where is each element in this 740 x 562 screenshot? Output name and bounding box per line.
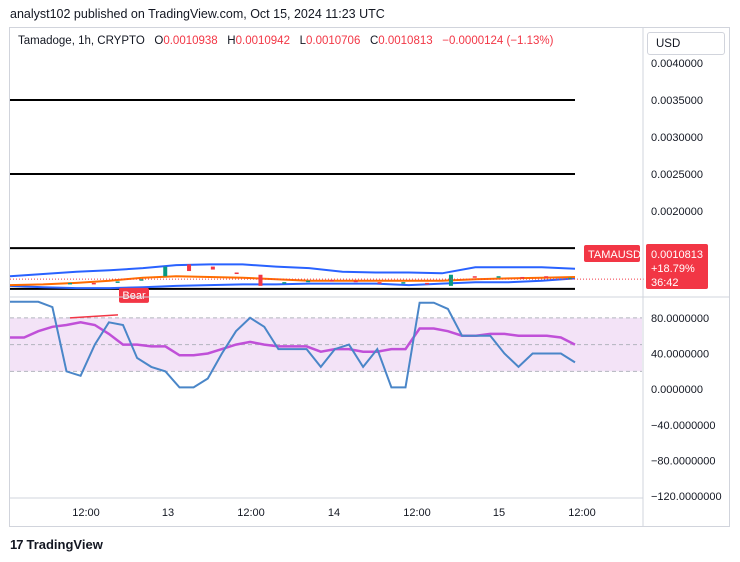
stochastic-tick-label: −80.0000000: [651, 456, 716, 468]
candle: [353, 280, 358, 283]
time-tick-label: 12:00: [237, 507, 265, 519]
price-panel: [9, 98, 645, 290]
candle: [448, 274, 453, 286]
stochastic-panel: Bear: [10, 287, 642, 389]
chart-frame: [9, 27, 730, 527]
candle: [68, 282, 72, 285]
open-label: O: [154, 35, 164, 47]
candle: [377, 282, 382, 284]
price-tick-label: 0.0035000: [651, 95, 703, 107]
low-label: L: [299, 35, 306, 47]
price-tick-label: 0.0020000: [651, 206, 703, 218]
candle: [496, 276, 501, 278]
stochastic-tick-label: 80.0000000: [651, 313, 709, 325]
candle: [210, 266, 215, 270]
bear-label-bg: [119, 287, 149, 303]
candle: [401, 282, 406, 284]
bollinger-basis-line: [9, 275, 576, 287]
price-badge: TAMAUSD 0.0010813 +18.79% 36:42: [584, 244, 708, 289]
stochastic-tick-label: −120.0000000: [651, 491, 722, 503]
candle: [187, 264, 192, 272]
price-tick-label: 0.0040000: [651, 58, 703, 70]
candle: [258, 274, 263, 286]
candle: [163, 266, 168, 277]
candle: [472, 276, 477, 278]
time-tick-label: 12:00: [72, 507, 100, 519]
ohlc-legend: Tamadoge, 1h, CRYPTO O0.0010938 H0.00109…: [18, 35, 554, 47]
candle: [282, 282, 287, 284]
axes-layer: 0.0040000 0.0035000 0.0030000 0.0025000 0.00…: [9, 28, 730, 526]
currency-button[interactable]: USD: [647, 32, 725, 55]
candle: [425, 282, 430, 285]
tradingview-brand-label: TradingView: [26, 537, 103, 552]
price-badge-bg: [646, 244, 708, 289]
tradingview-brand[interactable]: 17 TradingView: [10, 537, 103, 552]
candle: [91, 282, 96, 285]
change-value: −0.0000124 (−1.13%): [442, 35, 554, 47]
time-tick-label: 13: [162, 507, 174, 519]
bollinger-lower-line: [9, 277, 576, 290]
stochastic-tick-label: 0.0000000: [651, 384, 703, 396]
candle: [568, 277, 572, 280]
tradingview-logo-icon: 17: [10, 537, 24, 552]
candle: [329, 279, 334, 282]
symbol-label[interactable]: Tamadoge, 1h, CRYPTO: [18, 35, 145, 47]
high-value: 0.0010942: [235, 35, 290, 47]
time-tick-label: 14: [328, 507, 340, 519]
candle: [544, 276, 549, 278]
close-label: C: [369, 35, 379, 47]
stochastic-tick-label: 40.0000000: [651, 349, 709, 361]
close-value: 0.0010813: [378, 35, 433, 47]
time-tick-label: 12:00: [403, 507, 431, 519]
high-label: H: [227, 35, 236, 47]
publisher-line: analyst102 published on TradingView.com,…: [10, 7, 385, 21]
stochastic-k-line: [10, 300, 576, 389]
price-tick-label: 0.0030000: [651, 132, 703, 144]
price-badge-countdown: 36:42: [651, 277, 679, 289]
ticker-badge-bg: [584, 245, 640, 262]
bear-divergence-line: [69, 314, 119, 319]
candle: [115, 281, 120, 283]
bollinger-upper-line: [9, 263, 576, 278]
time-tick-label: 15: [493, 507, 505, 519]
price-badge-change: +18.79%: [651, 263, 695, 275]
candle: [520, 276, 525, 279]
candle: [306, 280, 311, 283]
candle: [234, 272, 239, 275]
ticker-badge-text: TAMAUSD: [588, 249, 641, 261]
open-value: 0.0010938: [163, 35, 218, 47]
price-badge-value: 0.0010813: [651, 249, 703, 261]
stochastic-tick-label: −40.0000000: [651, 420, 716, 432]
time-tick-label: 12:00: [568, 507, 596, 519]
candle: [139, 279, 144, 281]
low-value: 0.0010706: [305, 35, 361, 47]
price-tick-label: 0.0025000: [651, 169, 703, 181]
bear-label: Bear: [122, 290, 146, 302]
